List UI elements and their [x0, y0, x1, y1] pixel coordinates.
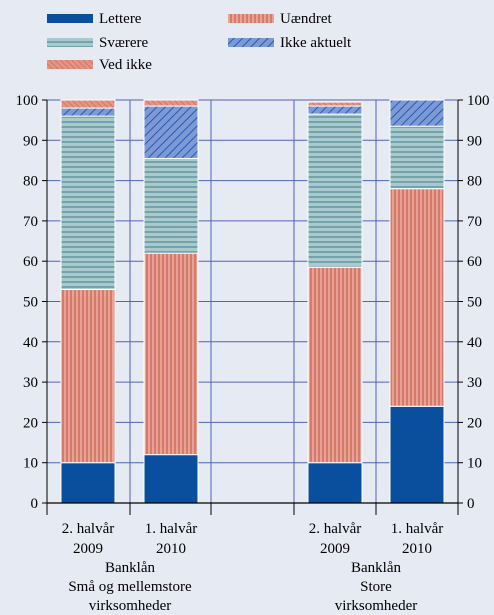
- y-tick-label-left-60: 60: [23, 254, 38, 270]
- y-tick-label-left-70: 70: [23, 214, 38, 230]
- y-tick-label-right-90: 90: [467, 133, 482, 149]
- category-label-3-line1: 1. halvår: [391, 521, 443, 537]
- y-tick-label-right-60: 60: [467, 254, 482, 270]
- category-label-1-line2: 2010: [156, 541, 186, 557]
- bar-ved-ikke-0: [60, 99, 116, 109]
- bar-svaerere-0: [60, 115, 116, 290]
- y-tick-label-left-0: 0: [31, 496, 39, 512]
- category-label-2-line2: 2009: [320, 541, 350, 557]
- group-label-0-line2: Små og mellemstore: [68, 579, 192, 595]
- legend-swatch-lettere: [47, 14, 93, 23]
- y-tick-label-left-50: 50: [23, 295, 38, 311]
- group-label-1-line1: Banklån: [351, 560, 401, 576]
- bar-svaerere-3: [389, 125, 445, 190]
- y-tick-label-right-100: 100: [467, 93, 490, 109]
- bar-lettere-0: [60, 462, 116, 504]
- bar-ved-ikke-1: [143, 99, 199, 107]
- bar-uaendret-2: [307, 266, 363, 464]
- legend-label-svaerere: Sværere: [99, 35, 148, 51]
- category-label-0-line2: 2009: [73, 541, 103, 557]
- y-tick-label-right-40: 40: [467, 335, 482, 351]
- legend-swatch-uaendret: [228, 14, 274, 23]
- y-tick-label-left-20: 20: [23, 415, 38, 431]
- category-label-0-line1: 2. halvår: [62, 521, 114, 537]
- y-tick-label-right-30: 30: [467, 375, 482, 391]
- bar-ikke-aktuelt-2: [307, 105, 363, 115]
- y-tick-label-left-100: 100: [16, 93, 39, 109]
- category-label-3-line2: 2010: [402, 541, 432, 557]
- y-tick-label-right-50: 50: [467, 295, 482, 311]
- bar-lettere-1: [143, 454, 199, 504]
- bar-lettere-2: [307, 462, 363, 504]
- legend-label-ved-ikke: Ved ikke: [99, 57, 152, 73]
- group-label-1-line3: virksomheder: [335, 598, 417, 614]
- bar-uaendret-1: [143, 252, 199, 456]
- legend-label-uaendret: Uændret: [280, 11, 332, 27]
- bar-ikke-aktuelt-0: [60, 107, 116, 117]
- legend-label-lettere: Lettere: [99, 11, 142, 27]
- bar-svaerere-1: [143, 157, 199, 254]
- bar-ved-ikke-2: [307, 101, 363, 107]
- group-label-0-line1: Banklån: [105, 560, 155, 576]
- bar-uaendret-3: [389, 188, 445, 407]
- legend-label-ikke-aktuelt: Ikke aktuelt: [280, 35, 352, 51]
- category-label-1-line1: 1. halvår: [145, 521, 197, 537]
- y-tick-label-right-80: 80: [467, 174, 482, 190]
- y-tick-label-left-30: 30: [23, 375, 38, 391]
- category-label-2-line1: 2. halvår: [309, 521, 361, 537]
- bar-ikke-aktuelt-1: [143, 105, 199, 159]
- bar-lettere-3: [389, 405, 445, 504]
- legend-swatch-ved-ikke: [47, 60, 93, 69]
- bar-uaendret-0: [60, 288, 116, 464]
- legend-swatch-ikke-aktuelt: [228, 38, 274, 47]
- group-label-0-line3: virksomheder: [89, 598, 171, 614]
- y-tick-label-right-10: 10: [467, 456, 482, 472]
- bar-ikke-aktuelt-3: [389, 99, 445, 127]
- y-tick-label-left-40: 40: [23, 335, 38, 351]
- bar-svaerere-2: [307, 113, 363, 268]
- legend-swatch-svaerere: [47, 38, 93, 47]
- y-tick-label-right-0: 0: [467, 496, 475, 512]
- y-tick-label-left-90: 90: [23, 133, 38, 149]
- y-tick-label-right-20: 20: [467, 415, 482, 431]
- group-label-1-line2: Store: [360, 579, 392, 595]
- y-tick-label-right-70: 70: [467, 214, 482, 230]
- y-tick-label-left-80: 80: [23, 174, 38, 190]
- y-tick-label-left-10: 10: [23, 456, 38, 472]
